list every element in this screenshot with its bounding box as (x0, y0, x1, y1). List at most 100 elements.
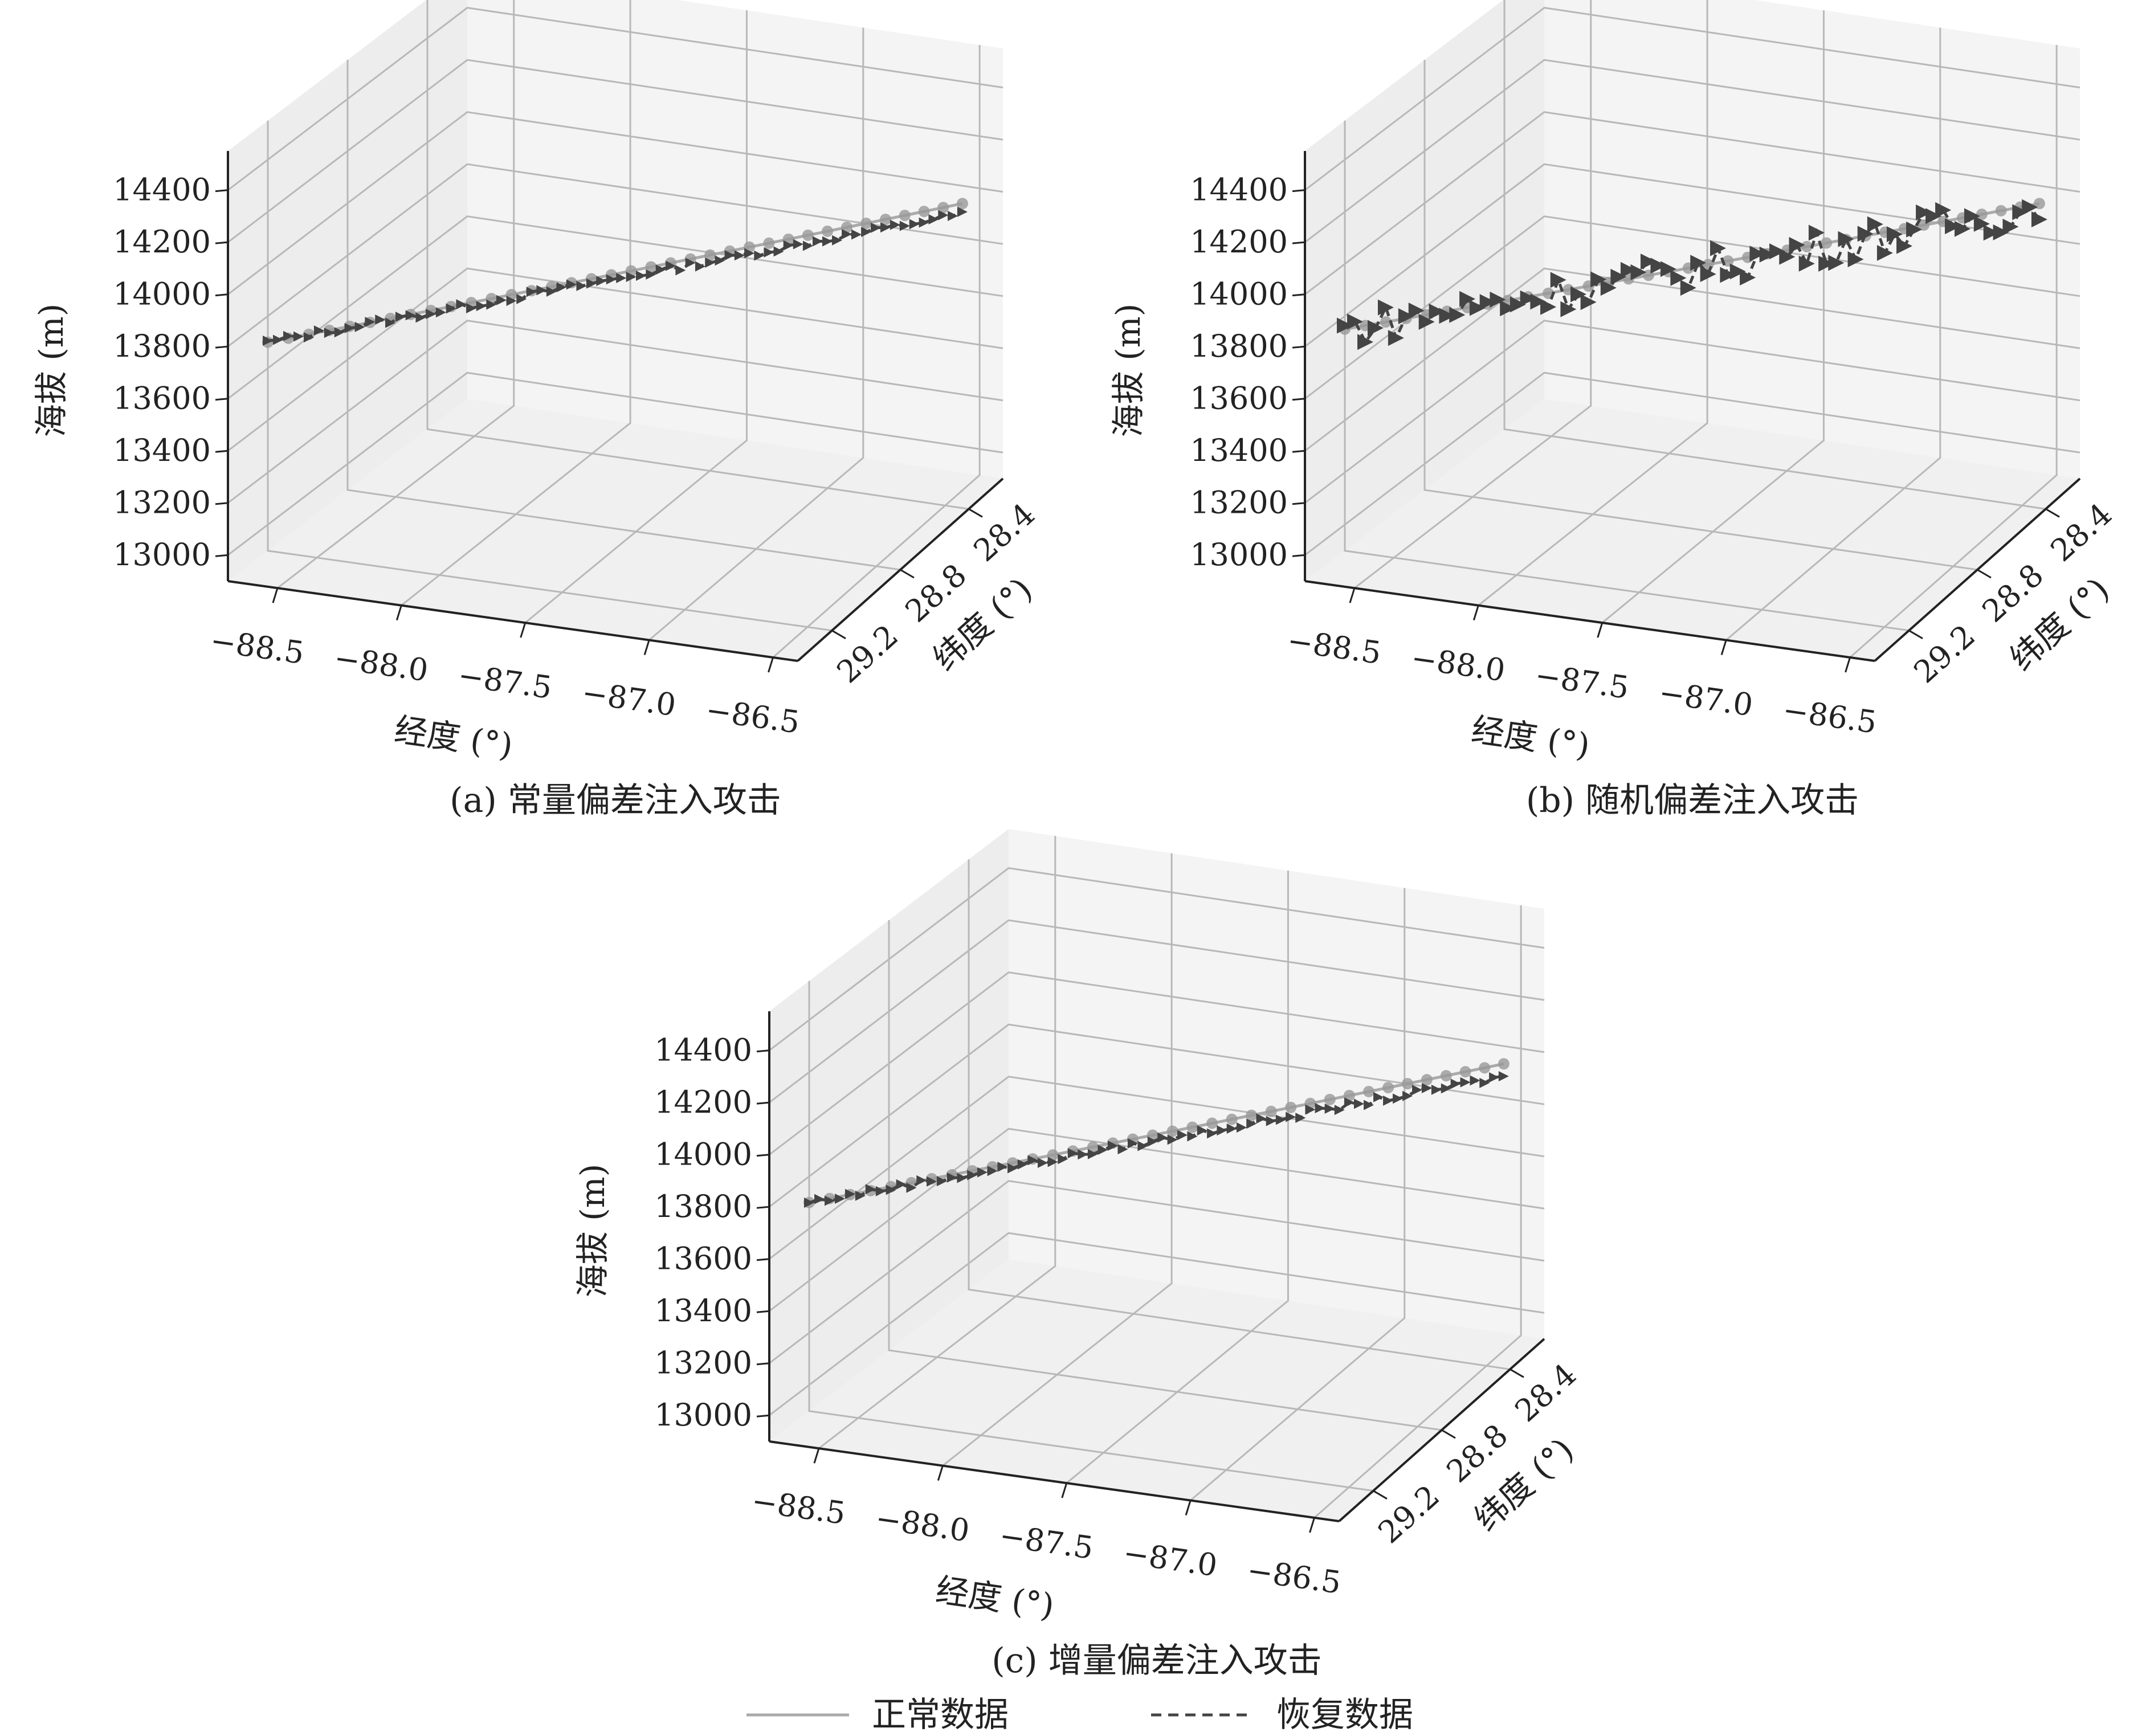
recovered-data-point (1167, 1134, 1178, 1145)
x-tick-mark (1309, 1517, 1315, 1533)
y-tick-mark (1977, 569, 1992, 579)
recovered-data-point (1383, 1095, 1394, 1106)
recovered-data-point (486, 299, 497, 310)
recovered-data-point (1470, 1075, 1480, 1086)
y-tick-mark (1908, 630, 1923, 639)
back-pane (1009, 829, 1544, 1339)
recovered-data-point (1798, 255, 1815, 272)
recovered-data-point (1729, 263, 1746, 280)
y-tick-mark (968, 508, 983, 518)
recovered-data-point (977, 1167, 988, 1178)
recovered-data-point (426, 309, 436, 320)
recovered-data-point (536, 285, 547, 296)
z-tick-mark (756, 1258, 770, 1261)
z-tick-mark (1292, 345, 1306, 349)
recovered-data-point (1256, 1113, 1267, 1124)
recovered-data-point (724, 250, 735, 260)
floor-pane (769, 1259, 1544, 1521)
y-tick-mark (1510, 1369, 1524, 1378)
recovered-data-point (2031, 211, 2047, 228)
z-tick-mark (1292, 502, 1306, 505)
normal-data-point (1459, 1066, 1471, 1078)
recovered-data-point (1530, 293, 1547, 310)
recovered-data-point (1630, 264, 1647, 280)
z-tick-mark (1292, 450, 1306, 453)
recovered-data-point (1197, 1125, 1207, 1136)
recovered-data-point (1368, 320, 1384, 336)
recovered-data-point (1449, 307, 1466, 323)
recovered-data-point (947, 1172, 957, 1183)
recovered-data-point (655, 264, 666, 275)
recovered-data-point (1177, 1130, 1188, 1141)
normal-data-point (1421, 1074, 1433, 1086)
normal-data-point (802, 229, 814, 241)
recovered-data-point (576, 280, 587, 291)
recovered-data-point (1431, 1084, 1442, 1095)
recovered-data-point (957, 206, 968, 217)
recovered-data-point (1896, 238, 1913, 254)
recovered-data-point (1540, 299, 1557, 315)
grid-line-z (227, 163, 1003, 348)
recovered-data-point (1067, 1148, 1078, 1159)
z-tick-mark (1292, 241, 1306, 244)
x-tick-mark (768, 657, 774, 673)
recovered-data-point (804, 1198, 814, 1208)
z-axis-label: 海拔 (m) (573, 1164, 612, 1298)
recovered-data-point (1479, 1077, 1490, 1088)
normal-data-point (879, 214, 891, 226)
recovered-data-point (842, 228, 852, 239)
x-tick-label: −86.5 (1245, 1552, 1344, 1600)
recovered-data-point (344, 322, 355, 333)
recovered-data-point (1117, 1144, 1128, 1155)
z-tick-label: 14400 (113, 172, 211, 208)
recovered-data-point (835, 1194, 846, 1204)
recovered-data-point (1690, 255, 1707, 271)
recovered-data-point (1610, 268, 1627, 285)
recovered-data-point (1353, 1098, 1364, 1109)
subplot-caption: (b) 随机偏差注入攻击 (1526, 781, 1859, 820)
recovered-data-point (1510, 296, 1526, 313)
z-tick-mark (756, 1101, 770, 1105)
normal-data-point (1226, 1113, 1238, 1125)
recovered-data-point (1964, 208, 1980, 224)
grid-line-z (227, 111, 1003, 295)
recovered-data-point (1275, 1114, 1286, 1125)
x-tick-label: −87.0 (580, 675, 678, 723)
x-tick-label: −88.0 (332, 640, 431, 688)
grid-line-z (1304, 163, 2080, 348)
y-tick-mark (2045, 508, 2060, 518)
recovered-data-point (1127, 1138, 1138, 1149)
recovered-data-point (802, 240, 813, 251)
recovered-data-point (666, 260, 676, 271)
normal-data-point (1801, 240, 1813, 252)
grid-line-z (1304, 320, 2080, 504)
z-tick-mark (215, 241, 229, 244)
recovered-data-point (1489, 1072, 1500, 1083)
z-tick-mark (215, 293, 229, 297)
recovered-data-point (1906, 221, 1923, 238)
recovered-data-point (385, 317, 396, 328)
grid-line-z (1304, 267, 2080, 452)
recovered-data-point (1450, 1079, 1461, 1089)
z-tick-label: 14400 (654, 1032, 752, 1068)
normal-data-point (1343, 1089, 1355, 1101)
recovered-data-point (526, 287, 537, 297)
z-tick-mark (1292, 554, 1306, 557)
grid-line-z (1304, 215, 2080, 399)
recovered-data-point (1412, 1085, 1423, 1096)
grid-line-z (227, 59, 1003, 243)
x-tick-label: −87.5 (997, 1518, 1096, 1566)
recovered-data-point (936, 1176, 947, 1187)
recovered-data-point (1295, 1112, 1306, 1123)
recovered-data-point (506, 296, 517, 307)
recovered-data-point (1769, 243, 1785, 260)
recovered-data-point (1650, 258, 1667, 274)
recovered-data-point (496, 295, 507, 305)
recovered-data-point (1983, 224, 2000, 241)
recovered-data-point (773, 246, 784, 257)
x-tick-label: −87.0 (1657, 675, 1755, 723)
legend: 正常数据 恢复数据 (746, 1695, 1413, 1735)
recovered-data-point (1217, 1125, 1227, 1136)
recovered-data-point (1828, 255, 1845, 271)
recovered-data-point (1916, 204, 1932, 220)
